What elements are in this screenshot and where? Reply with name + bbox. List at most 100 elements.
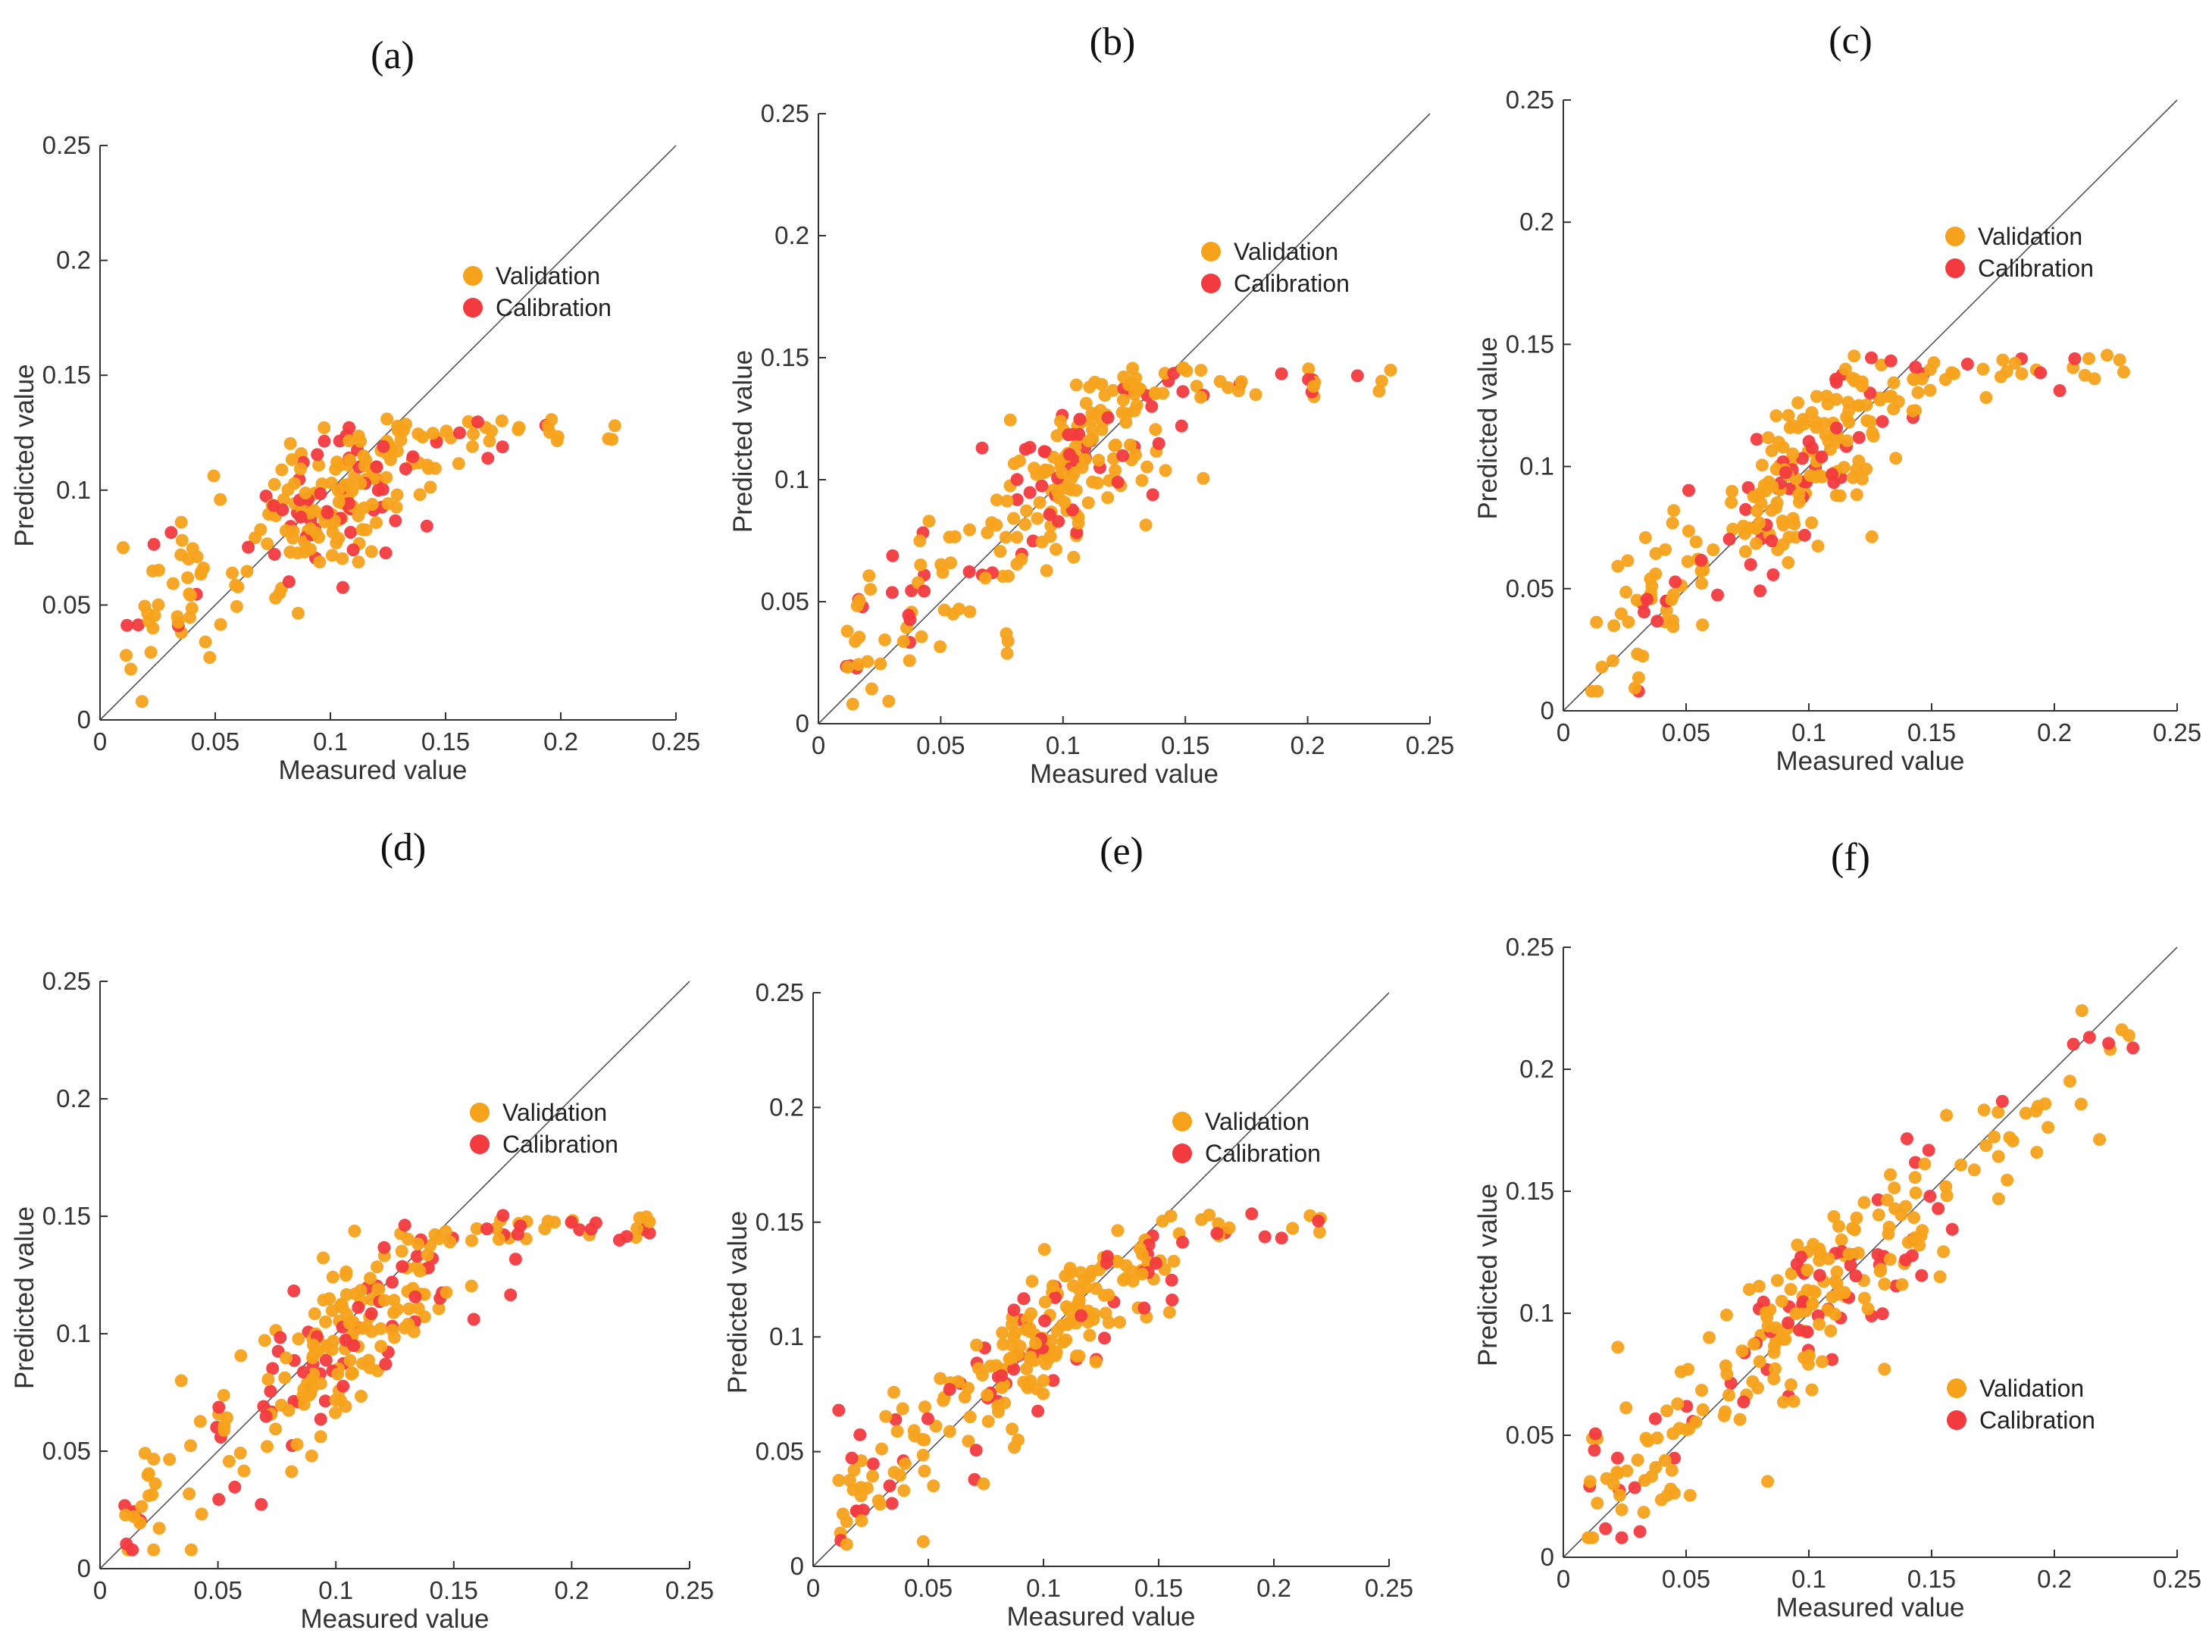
validation-point	[862, 569, 876, 583]
calibration-point	[321, 506, 334, 520]
validation-point	[439, 1225, 452, 1238]
identity-line	[812, 992, 1390, 1567]
validation-point	[853, 594, 866, 608]
calibration-point	[1813, 1269, 1826, 1282]
legend: Validation Calibration	[1172, 1108, 1321, 1167]
calibration-point	[131, 618, 145, 632]
validation-point	[1874, 1262, 1888, 1276]
validation-point	[1842, 415, 1856, 429]
validation-point	[1123, 438, 1137, 452]
x-tick-label: 0.15	[430, 1576, 478, 1604]
validation-point	[1083, 380, 1097, 394]
validation-point	[2078, 368, 2092, 382]
validation-point	[2041, 1121, 2055, 1134]
x-tick-label: 0.2	[543, 727, 578, 756]
validation-point	[413, 488, 427, 502]
panel-label: (d)	[380, 826, 427, 869]
validation-point	[937, 1394, 950, 1407]
y-tick-label: 0.15	[756, 1208, 804, 1236]
calibration-point	[1165, 1294, 1179, 1306]
validation-point	[1148, 386, 1162, 399]
validation-point	[120, 649, 133, 662]
validation-point	[865, 682, 878, 696]
validation-point	[962, 1435, 975, 1448]
y-tick-label: 0.15	[1506, 1177, 1554, 1205]
validation-point	[1878, 1278, 1891, 1291]
validation-point	[413, 1264, 427, 1278]
validation-point	[1850, 488, 1863, 502]
validation-point	[254, 523, 268, 537]
calibration-point	[1782, 1316, 1795, 1330]
validation-point	[1029, 1337, 1042, 1350]
calibration-point	[318, 1394, 332, 1408]
panel-label: (c)	[1829, 19, 1873, 62]
validation-point	[214, 493, 227, 506]
validation-point	[1884, 1168, 1897, 1181]
validation-point	[345, 1367, 358, 1381]
validation-point	[356, 1322, 370, 1335]
validation-point	[1106, 383, 1120, 397]
validation-point	[226, 566, 239, 580]
calibration-point	[333, 434, 346, 448]
validation-point	[1696, 1403, 1710, 1416]
legend-calibration-marker	[1201, 274, 1221, 293]
validation-point	[1630, 593, 1644, 607]
validation-point	[1095, 423, 1109, 436]
validation-point	[1991, 1106, 2005, 1119]
y-tick-label: 0	[790, 1552, 804, 1580]
validation-point	[326, 1270, 339, 1284]
validation-point	[135, 695, 149, 709]
validation-point	[149, 1477, 162, 1491]
calibration-point	[2068, 352, 2082, 365]
validation-point	[1089, 1355, 1103, 1369]
calibration-point	[511, 1228, 524, 1241]
y-axis-title: Predicted value	[1473, 1184, 1503, 1366]
validation-point	[855, 1514, 868, 1528]
validation-point	[1055, 466, 1068, 480]
validation-point	[319, 1315, 333, 1328]
identity-line	[99, 145, 677, 721]
calibration-point	[314, 487, 327, 500]
validation-point	[1307, 380, 1320, 393]
validation-point	[1967, 1163, 1981, 1177]
validation-point	[1829, 1307, 1842, 1321]
validation-point	[1769, 1321, 1782, 1334]
panel-label: (a)	[371, 34, 415, 77]
calibration-point	[379, 546, 393, 560]
validation-point	[183, 611, 196, 624]
validation-point	[1838, 362, 1852, 376]
calibration-point	[1047, 1374, 1060, 1388]
validation-point	[1590, 615, 1603, 629]
y-tick-label: 0.2	[774, 221, 809, 249]
legend-calibration-label: Calibration	[1234, 270, 1350, 297]
validation-point	[1665, 1463, 1679, 1477]
legend-calibration-marker	[470, 1134, 490, 1154]
validation-point	[1911, 386, 1925, 399]
validation-point	[290, 1438, 304, 1451]
calibration-point	[975, 441, 989, 455]
calibration-point	[314, 1413, 327, 1426]
x-tick-label: 0.1	[1791, 1565, 1826, 1593]
x-tick-label: 0.25	[1365, 1574, 1413, 1602]
validation-point	[142, 1489, 155, 1503]
validation-point	[999, 530, 1012, 544]
validation-point	[1645, 1469, 1659, 1483]
validation-point	[1194, 390, 1207, 404]
validation-point	[1631, 647, 1644, 661]
validation-point	[1937, 1245, 1951, 1259]
legend: Validation Calibration	[470, 1099, 618, 1158]
validation-point	[1940, 1189, 1954, 1203]
validation-point	[390, 488, 404, 502]
validation-point	[142, 1467, 155, 1481]
validation-point	[1865, 530, 1879, 543]
calibration-point	[1350, 369, 1364, 383]
calibration-point	[453, 426, 466, 440]
calibration-point	[1640, 593, 1654, 606]
validation-point	[1845, 371, 1859, 385]
validation-point	[897, 1484, 911, 1497]
validation-point	[384, 453, 397, 466]
panel-d: (d) 00 0.05 0.05 0.1 0.1 0.15 0.15 0.2 0.2 0.25 0.2…	[10, 826, 714, 1634]
x-tick-label: 0.1	[1026, 1574, 1061, 1602]
y-tick-label: 0.15	[42, 1202, 91, 1230]
x-tick-label: 0.15	[1134, 1574, 1183, 1602]
